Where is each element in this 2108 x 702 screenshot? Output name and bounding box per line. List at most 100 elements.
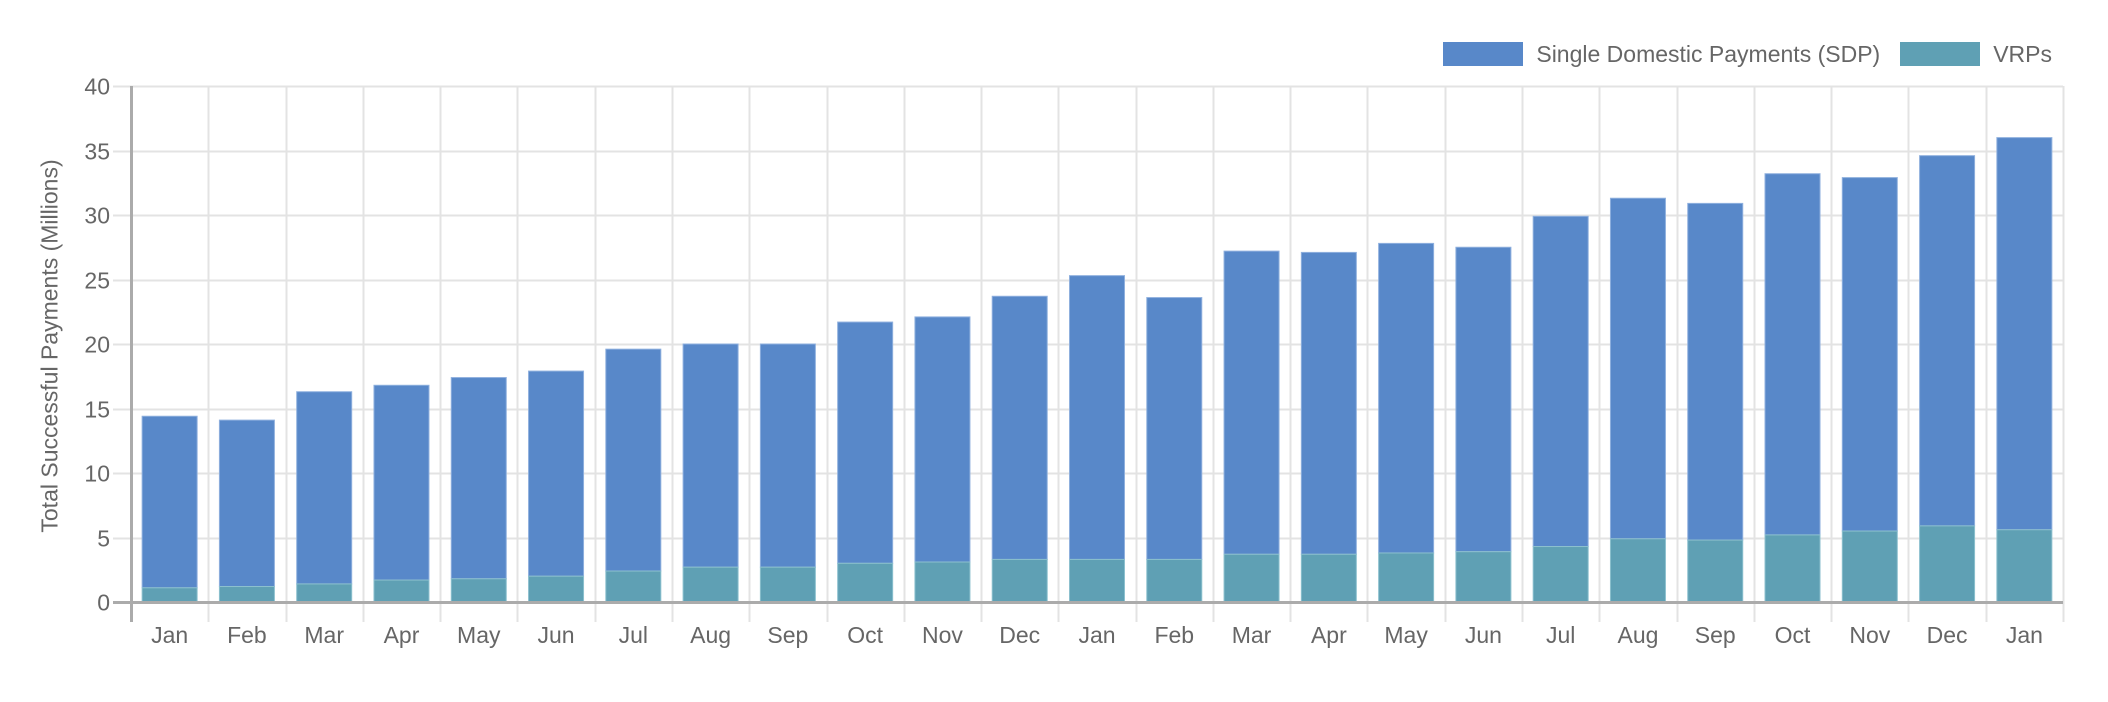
bar-vrps[interactable] — [1300, 553, 1357, 603]
x-tick-label: May — [457, 622, 501, 648]
bar-sdp[interactable] — [1300, 251, 1357, 555]
bar-vrps[interactable] — [1146, 558, 1203, 603]
bar-stack[interactable] — [218, 419, 275, 603]
bar-sdp[interactable] — [1609, 197, 1666, 540]
bar-vrps[interactable] — [1996, 529, 2053, 603]
bar-stack[interactable] — [1378, 242, 1435, 603]
bar-vrps[interactable] — [141, 587, 198, 603]
bar-stack[interactable] — [1764, 173, 1821, 603]
bar-vrps[interactable] — [1378, 552, 1435, 603]
y-tick-label: 20 — [84, 332, 110, 358]
bar-sdp[interactable] — [450, 377, 507, 580]
bar-vrps[interactable] — [605, 570, 662, 603]
bar-sdp[interactable] — [1532, 215, 1589, 548]
x-tick-label: Oct — [847, 622, 883, 648]
bar-series — [141, 137, 2053, 603]
bar-stack[interactable] — [1069, 275, 1125, 603]
bar-sdp[interactable] — [914, 316, 971, 563]
bar-vrps[interactable] — [837, 562, 894, 603]
bar-stack[interactable] — [1841, 177, 1898, 603]
bar-stack[interactable] — [1223, 250, 1280, 603]
bar-stack[interactable] — [837, 321, 894, 603]
x-tick-label: Mar — [1232, 622, 1272, 648]
bar-stack[interactable] — [682, 343, 739, 603]
bar-vrps[interactable] — [1223, 553, 1280, 603]
bar-sdp[interactable] — [1996, 137, 2053, 531]
bar-stack[interactable] — [1996, 137, 2053, 603]
bar-stack[interactable] — [991, 295, 1048, 603]
bar-vrps[interactable] — [1687, 539, 1744, 603]
x-tick-label: Jan — [1078, 622, 1115, 648]
bar-stack[interactable] — [1609, 197, 1666, 603]
y-tick-label: 25 — [84, 268, 110, 294]
bar-sdp[interactable] — [1223, 250, 1280, 555]
y-tick-label: 5 — [97, 526, 110, 552]
bar-sdp[interactable] — [1687, 202, 1744, 541]
bar-sdp[interactable] — [1378, 242, 1435, 554]
bar-vrps[interactable] — [914, 561, 971, 603]
y-axis-tick-labels: 0 5 10 15 20 25 30 35 40 — [84, 74, 110, 616]
bar-stack[interactable] — [296, 391, 353, 603]
bar-stack[interactable] — [528, 370, 585, 603]
bar-sdp[interactable] — [528, 370, 585, 577]
y-tick-label: 10 — [84, 461, 110, 487]
bar-vrps[interactable] — [528, 575, 585, 603]
bar-sdp[interactable] — [1146, 297, 1203, 560]
bar-sdp[interactable] — [1919, 155, 1976, 527]
x-tick-label: Jan — [2006, 622, 2043, 648]
bar-stack[interactable] — [1532, 215, 1589, 603]
bar-sdp[interactable] — [837, 321, 894, 564]
bar-stack[interactable] — [759, 343, 816, 603]
bar-stack[interactable] — [914, 316, 971, 603]
bar-stack[interactable] — [450, 377, 507, 603]
bar-vrps[interactable] — [1919, 525, 1976, 603]
x-tick-label: Nov — [1849, 622, 1890, 648]
bar-stack[interactable] — [141, 415, 198, 603]
x-tick-label: Mar — [304, 622, 344, 648]
bar-sdp[interactable] — [218, 419, 275, 588]
bar-sdp[interactable] — [991, 295, 1048, 560]
x-tick-label: Nov — [922, 622, 963, 648]
bar-vrps[interactable] — [218, 586, 275, 603]
bar-sdp[interactable] — [296, 391, 353, 585]
bar-vrps[interactable] — [1532, 546, 1589, 603]
bar-stack[interactable] — [373, 384, 430, 603]
bar-vrps[interactable] — [1841, 530, 1898, 603]
bar-sdp[interactable] — [1455, 246, 1512, 553]
x-tick-label: Oct — [1775, 622, 1811, 648]
bar-vrps[interactable] — [1455, 551, 1512, 603]
bar-vrps[interactable] — [682, 566, 739, 603]
bar-vrps[interactable] — [450, 578, 507, 603]
bar-vrps[interactable] — [991, 558, 1048, 603]
y-tick-label: 35 — [84, 139, 110, 165]
bar-sdp[interactable] — [1764, 173, 1821, 536]
bar-stack[interactable] — [1455, 246, 1512, 603]
bar-sdp[interactable] — [1069, 275, 1125, 560]
bar-vrps[interactable] — [373, 579, 430, 603]
bar-stack[interactable] — [605, 348, 662, 603]
bar-stack[interactable] — [1146, 297, 1203, 603]
bar-vrps[interactable] — [1609, 538, 1666, 603]
x-tick-label: Feb — [227, 622, 267, 648]
bar-sdp[interactable] — [682, 343, 739, 568]
x-tick-label: Apr — [384, 622, 420, 648]
bar-vrps[interactable] — [1764, 534, 1821, 603]
bar-stack[interactable] — [1300, 251, 1357, 603]
bar-stack[interactable] — [1919, 155, 1976, 603]
y-tick-label: 40 — [84, 74, 110, 100]
bar-sdp[interactable] — [759, 343, 816, 568]
bar-sdp[interactable] — [141, 415, 198, 589]
legend-item-sdp[interactable]: Single Domestic Payments (SDP) — [1443, 41, 1880, 68]
bar-vrps[interactable] — [1069, 558, 1125, 603]
x-tick-label: Jun — [1465, 622, 1502, 648]
bar-vrps[interactable] — [296, 583, 353, 603]
legend-label-vrps: VRPs — [1993, 40, 2052, 67]
x-tick-label: May — [1384, 622, 1428, 648]
bar-sdp[interactable] — [1841, 177, 1898, 532]
bar-sdp[interactable] — [373, 384, 430, 581]
bar-stack[interactable] — [1687, 202, 1744, 603]
x-tick-label: Aug — [690, 622, 731, 648]
bar-vrps[interactable] — [759, 566, 816, 603]
bar-sdp[interactable] — [605, 348, 662, 572]
legend-item-vrps[interactable]: VRPs — [1900, 41, 2052, 68]
